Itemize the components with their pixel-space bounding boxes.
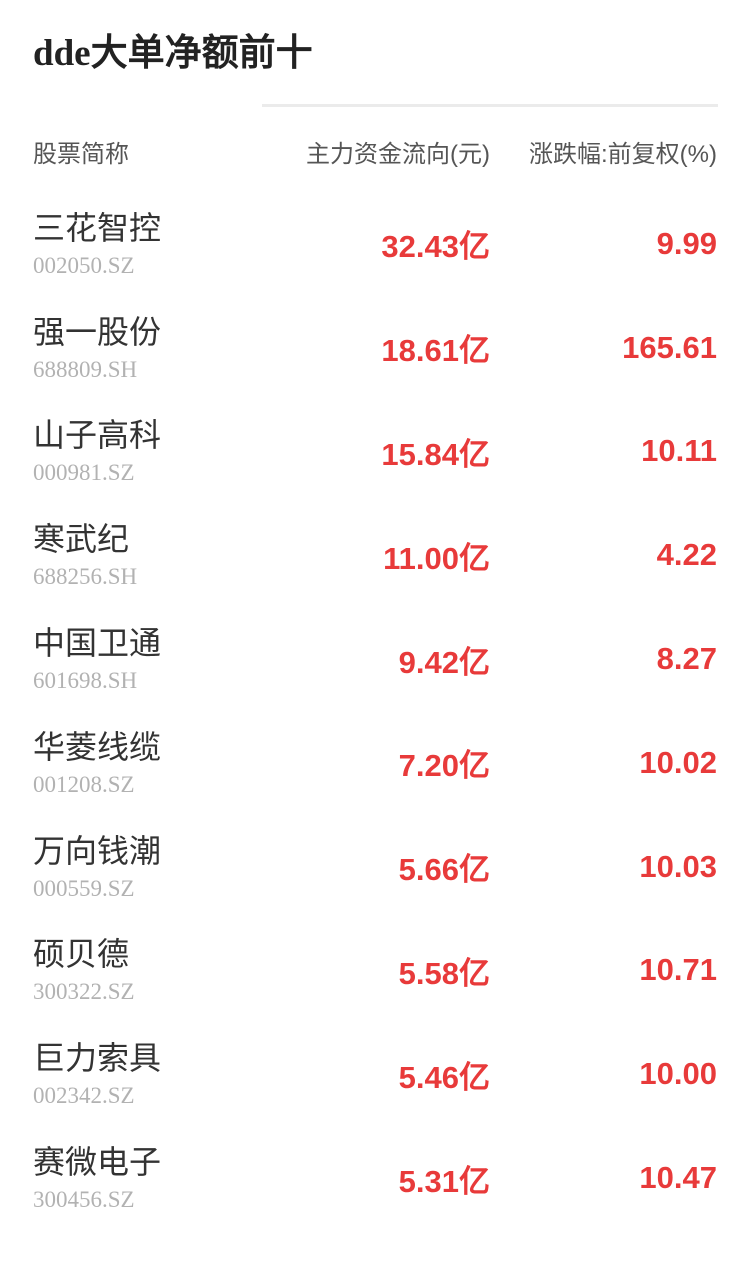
main-capital-flow-value: 5.58亿 xyxy=(398,955,490,991)
main-capital-flow-value: 5.31亿 xyxy=(398,1163,490,1199)
column-header-main-capital-flow: 主力资金流向(元) xyxy=(306,140,490,168)
price-change-value: 10.11 xyxy=(641,433,717,469)
table-header-row: 股票简称 主力资金流向(元) 涨跌幅:前复权(%) xyxy=(33,129,717,173)
table-row[interactable]: 山子高科 000981.SZ 15.84亿 10.11 xyxy=(33,400,717,504)
table-row[interactable]: 赛微电子 300456.SZ 5.31亿 10.47 xyxy=(33,1126,717,1230)
table-row[interactable]: 硕贝德 300322.SZ 5.58亿 10.71 xyxy=(33,919,717,1023)
price-change-value: 165.61 xyxy=(622,329,717,365)
stock-name-cell: 巨力索具 002342.SZ xyxy=(33,1037,263,1111)
stock-name: 寒武纪 xyxy=(33,521,130,558)
stock-code: 000981.SZ xyxy=(33,460,135,486)
main-capital-flow-value: 32.43亿 xyxy=(381,229,490,265)
page-title: dde大单净额前十 xyxy=(33,33,313,74)
stock-name: 中国卫通 xyxy=(33,625,162,662)
stock-name-cell: 中国卫通 601698.SH xyxy=(33,622,263,696)
price-change-value: 9.99 xyxy=(656,225,717,261)
price-change-value: 10.02 xyxy=(639,744,717,780)
column-header-price-change: 涨跌幅:前复权(%) xyxy=(529,140,717,168)
stock-name: 万向钱潮 xyxy=(33,832,162,869)
stock-table-body: 三花智控 002050.SZ 32.43亿 9.99 强一股份 688809.S… xyxy=(33,192,717,1230)
price-change-value: 10.71 xyxy=(639,952,717,988)
main-capital-flow-value: 5.66亿 xyxy=(398,852,490,888)
price-change-value: 10.47 xyxy=(639,1160,717,1196)
stock-code: 688809.SH xyxy=(33,356,138,382)
stock-name-cell: 华菱线缆 001208.SZ xyxy=(33,726,263,800)
price-change-value: 10.00 xyxy=(639,1056,717,1092)
stock-name-cell: 三花智控 002050.SZ xyxy=(33,207,263,281)
main-capital-flow-value: 5.46亿 xyxy=(398,1059,490,1095)
price-change-value: 4.22 xyxy=(656,537,717,573)
stock-ranking-table: 股票简称 主力资金流向(元) 涨跌幅:前复权(%) 三花智控 002050.SZ… xyxy=(33,129,717,1230)
stock-name: 硕贝德 xyxy=(33,936,130,973)
main-capital-flow-value: 11.00亿 xyxy=(383,540,490,576)
stock-name-cell: 硕贝德 300322.SZ xyxy=(33,933,263,1007)
stock-code: 601698.SH xyxy=(33,668,138,694)
stock-code: 300456.SZ xyxy=(33,1187,135,1213)
table-row[interactable]: 三花智控 002050.SZ 32.43亿 9.99 xyxy=(33,192,717,296)
main-capital-flow-value: 7.20亿 xyxy=(398,748,490,784)
column-header-stock-name: 股票简称 xyxy=(33,140,129,168)
stock-code: 002050.SZ xyxy=(33,252,135,278)
stock-code: 001208.SZ xyxy=(33,771,135,797)
table-row[interactable]: 华菱线缆 001208.SZ 7.20亿 10.02 xyxy=(33,711,717,815)
stock-code: 688256.SH xyxy=(33,564,138,590)
stock-name: 赛微电子 xyxy=(33,1144,162,1181)
stock-name-cell: 赛微电子 300456.SZ xyxy=(33,1141,263,1215)
table-row[interactable]: 中国卫通 601698.SH 9.42亿 8.27 xyxy=(33,607,717,711)
stock-code: 002342.SZ xyxy=(33,1083,135,1109)
stock-name: 强一股份 xyxy=(33,313,162,350)
stock-name: 华菱线缆 xyxy=(33,728,162,765)
table-row[interactable]: 万向钱潮 000559.SZ 5.66亿 10.03 xyxy=(33,815,717,919)
stock-name-cell: 万向钱潮 000559.SZ xyxy=(33,830,263,904)
main-capital-flow-value: 15.84亿 xyxy=(381,436,490,472)
table-row[interactable]: 强一股份 688809.SH 18.61亿 165.61 xyxy=(33,296,717,400)
stock-name-cell: 山子高科 000981.SZ xyxy=(33,414,263,488)
stock-name-cell: 强一股份 688809.SH xyxy=(33,311,263,385)
header-divider xyxy=(262,104,718,107)
stock-name: 山子高科 xyxy=(33,417,162,454)
table-row[interactable]: 寒武纪 688256.SH 11.00亿 4.22 xyxy=(33,503,717,607)
main-capital-flow-value: 9.42亿 xyxy=(398,644,490,680)
table-row[interactable]: 巨力索具 002342.SZ 5.46亿 10.00 xyxy=(33,1022,717,1126)
stock-name: 巨力索具 xyxy=(33,1040,162,1077)
price-change-value: 8.27 xyxy=(656,641,717,677)
main-capital-flow-value: 18.61亿 xyxy=(381,333,490,369)
stock-code: 000559.SZ xyxy=(33,875,135,901)
stock-code: 300322.SZ xyxy=(33,979,135,1005)
price-change-value: 10.03 xyxy=(639,848,717,884)
stock-name-cell: 寒武纪 688256.SH xyxy=(33,518,263,592)
stock-name: 三花智控 xyxy=(33,209,162,246)
